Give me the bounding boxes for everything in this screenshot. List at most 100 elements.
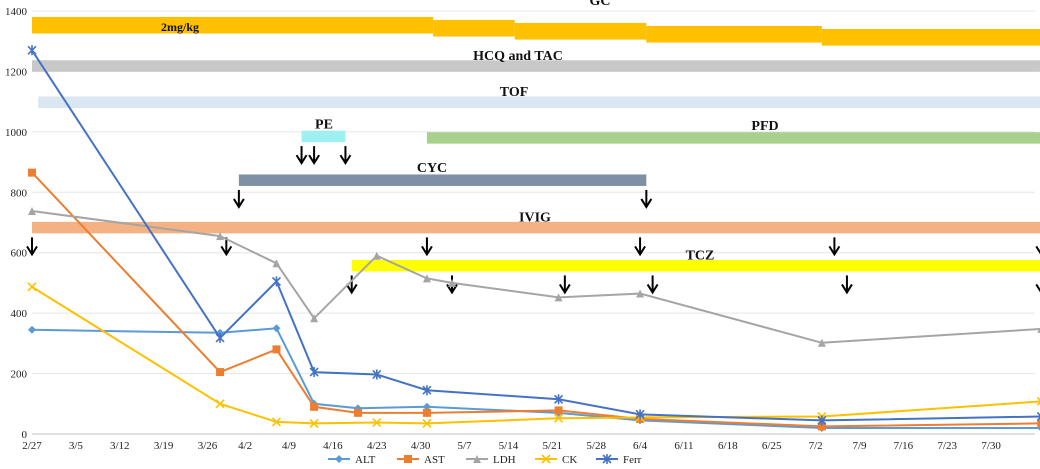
data-point bbox=[271, 276, 282, 287]
x-tick-label: 7/2 bbox=[809, 440, 823, 452]
legend-label: AST bbox=[424, 454, 445, 466]
x-tick-label: 4/16 bbox=[323, 440, 343, 452]
y-tick-label: 1200 bbox=[5, 66, 28, 78]
x-tick-label: 4/30 bbox=[411, 440, 431, 452]
data-point bbox=[817, 422, 826, 431]
arrow-icon bbox=[1035, 245, 1040, 255]
data-point bbox=[27, 282, 37, 292]
data-point bbox=[353, 408, 362, 417]
x-tick-label: 7/23 bbox=[937, 440, 957, 452]
data-point bbox=[215, 399, 225, 409]
y-tick-label: 1400 bbox=[5, 6, 28, 18]
treatment-bar-pfd: PFD bbox=[426, 119, 1040, 144]
x-tick-label: 5/28 bbox=[586, 440, 606, 452]
x-tick-label: 4/9 bbox=[282, 440, 297, 452]
data-point bbox=[271, 417, 282, 427]
bar-label: PFD bbox=[751, 119, 778, 134]
series-ferr bbox=[27, 45, 1040, 426]
bar-label: PE bbox=[315, 117, 333, 132]
y-tick-label: 400 bbox=[11, 308, 28, 320]
arrow-icon bbox=[233, 189, 245, 209]
arrow-icon bbox=[841, 275, 853, 295]
x-tick-label: 6/4 bbox=[633, 440, 648, 452]
bar-segment bbox=[821, 28, 1040, 46]
series-line bbox=[31, 49, 1040, 422]
treatment-bars: GC 2mg/kg HCQ and TAC TOF PE PFD CYC IVIG TCZ bbox=[26, 0, 1040, 295]
data-point bbox=[310, 402, 319, 411]
bar-label: GC bbox=[590, 0, 611, 9]
arrow-icon bbox=[640, 189, 653, 209]
data-point bbox=[309, 418, 319, 428]
data-point bbox=[216, 232, 225, 241]
bar-segment bbox=[433, 19, 515, 37]
arrow-icon bbox=[308, 146, 320, 166]
arrow-icon bbox=[26, 237, 38, 257]
y-tick-label: 600 bbox=[11, 248, 28, 260]
x-tick-label: 5/7 bbox=[458, 440, 473, 452]
bar-label: HCQ and TAC bbox=[473, 49, 563, 64]
data-point bbox=[554, 394, 564, 405]
data-point bbox=[422, 385, 432, 396]
y-tick-label: 800 bbox=[11, 187, 28, 199]
legend-label: Ferr bbox=[623, 454, 642, 466]
treatment-bar-tcz: TCZ bbox=[345, 249, 1040, 295]
data-point bbox=[817, 338, 826, 347]
series-ldh bbox=[28, 207, 1040, 347]
bar-segment bbox=[32, 16, 434, 34]
data-point bbox=[1037, 419, 1040, 428]
arrow-icon bbox=[646, 275, 659, 295]
x-tick-label: 6/18 bbox=[718, 440, 738, 452]
data-point bbox=[541, 454, 551, 464]
x-tick-label: 3/12 bbox=[110, 440, 130, 452]
data-point bbox=[422, 402, 431, 411]
arrow-icon bbox=[339, 146, 352, 166]
x-tick-label: 4/2 bbox=[238, 440, 252, 452]
series-lines bbox=[27, 45, 1040, 432]
x-tick-label: 7/30 bbox=[981, 440, 1001, 452]
legend-label: CK bbox=[562, 454, 577, 466]
legend-label: LDH bbox=[493, 454, 516, 466]
data-point bbox=[335, 455, 343, 463]
bar-sublabel: 2mg/kg bbox=[161, 20, 199, 34]
x-tick-label: 3/5 bbox=[69, 440, 84, 452]
data-point bbox=[1036, 396, 1040, 406]
data-point bbox=[272, 345, 281, 354]
arrow-icon bbox=[345, 275, 358, 295]
treatment-bar-cyc: CYC bbox=[233, 161, 653, 209]
legend-item-ast: AST bbox=[397, 454, 445, 466]
x-tick-label: 2/27 bbox=[22, 440, 42, 452]
arrow-icon bbox=[634, 237, 646, 257]
data-point bbox=[448, 278, 457, 287]
data-point bbox=[554, 413, 564, 423]
data-point bbox=[372, 417, 382, 428]
legend: ALT AST LDH CK Ferr bbox=[328, 454, 642, 466]
x-tick-label: 3/19 bbox=[154, 440, 174, 452]
series-line bbox=[31, 286, 1040, 425]
x-tick-label: 7/9 bbox=[852, 440, 867, 452]
legend-item-ldh: LDH bbox=[466, 454, 516, 466]
data-point bbox=[422, 274, 431, 283]
series-ck bbox=[27, 282, 1040, 428]
treatment-bar-pe: PE bbox=[295, 117, 352, 166]
data-point bbox=[372, 251, 381, 260]
treatment-bar-gc: GC 2mg/kg bbox=[32, 0, 1040, 46]
bar-label: CYC bbox=[417, 161, 447, 176]
bar-segment bbox=[514, 22, 647, 40]
bar-segment bbox=[38, 96, 1040, 108]
data-point bbox=[635, 409, 645, 420]
x-tick-label: 5/14 bbox=[499, 440, 519, 452]
y-axis: 0 200 400 600 800 1000 1200 1400 bbox=[5, 6, 28, 441]
data-point bbox=[636, 289, 645, 298]
data-point bbox=[817, 415, 827, 426]
y-tick-label: 1000 bbox=[5, 127, 28, 139]
x-axis: 2/27 3/5 3/12 3/19 3/26 4/2 4/9 4/16 4/23 4/30 5/7… bbox=[22, 433, 1035, 452]
bar-label: TCZ bbox=[686, 249, 715, 264]
legend-item-ck: CK bbox=[535, 454, 577, 466]
bar-segment bbox=[32, 60, 1040, 72]
series-line bbox=[31, 327, 1040, 429]
data-point bbox=[215, 332, 225, 343]
x-tick-label: 6/25 bbox=[762, 440, 782, 452]
x-tick-label: 4/23 bbox=[367, 440, 387, 452]
y-tick-label: 0 bbox=[22, 429, 28, 441]
